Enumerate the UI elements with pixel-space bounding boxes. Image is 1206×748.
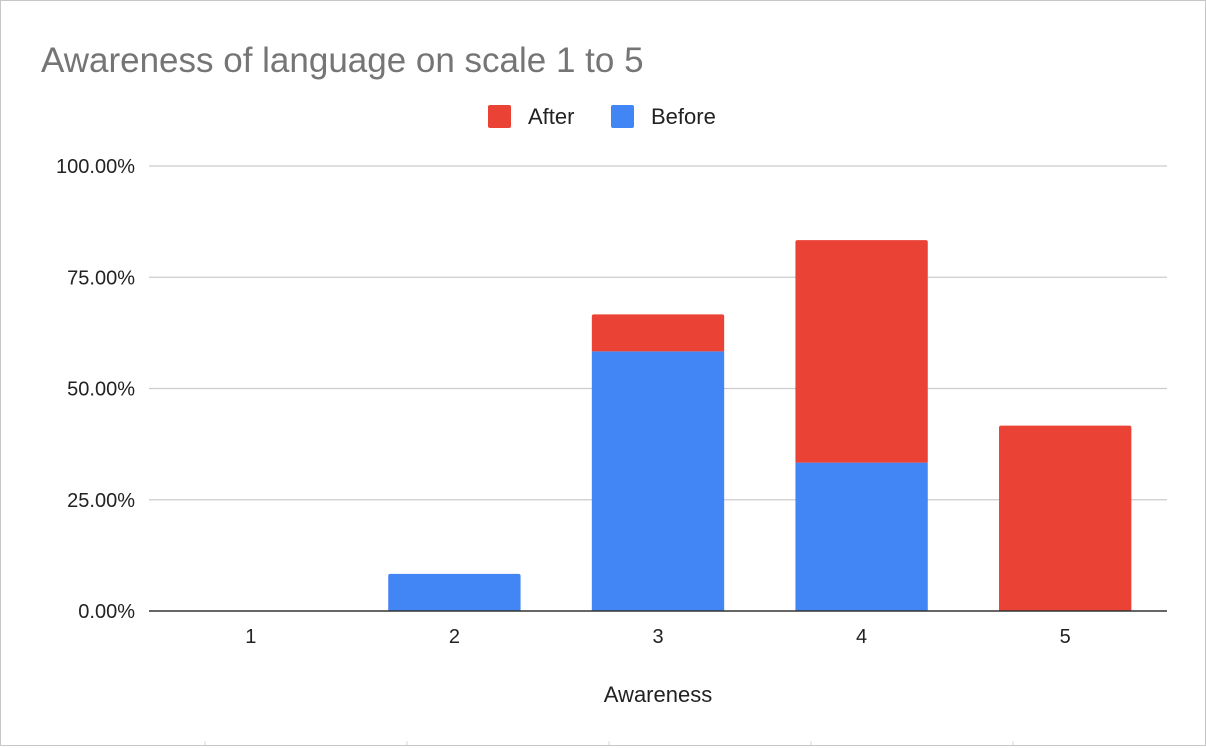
y-tick-label: 25.00% (67, 490, 135, 512)
legend-label-after: After (528, 104, 574, 129)
y-tick-label: 100.00% (56, 156, 135, 178)
bar-after-5 (999, 425, 1132, 611)
y-tick-label: 50.00% (67, 379, 135, 401)
y-tick-label: 75.00% (67, 267, 135, 289)
legend-swatch-before (611, 105, 634, 128)
bar-after-3 (591, 314, 725, 352)
x-tick-label: 2 (449, 626, 460, 648)
x-axis-tick-labels: 1 2 3 4 5 (245, 626, 1071, 648)
bottom-separators (204, 741, 1014, 745)
x-tick-label: 5 (1060, 626, 1071, 648)
x-axis-title: Awareness (604, 682, 712, 707)
y-axis-tick-labels: 0.00% 25.00% 50.00% 75.00% 100.00% (56, 156, 135, 623)
chart-title: Awareness of language on scale 1 to 5 (41, 41, 644, 80)
bar-before-2 (388, 573, 521, 611)
x-tick-label: 1 (245, 626, 256, 648)
x-tick-label: 4 (856, 626, 867, 648)
x-tick-label: 3 (652, 626, 663, 648)
y-tick-label: 0.00% (78, 601, 135, 623)
legend-label-before: Before (651, 104, 716, 129)
bar-before-4 (795, 462, 928, 611)
bar-before-3 (591, 351, 725, 611)
bar-after-4 (795, 240, 928, 463)
legend: After Before (488, 104, 716, 129)
bars (388, 240, 1132, 611)
legend-swatch-after (488, 105, 511, 128)
